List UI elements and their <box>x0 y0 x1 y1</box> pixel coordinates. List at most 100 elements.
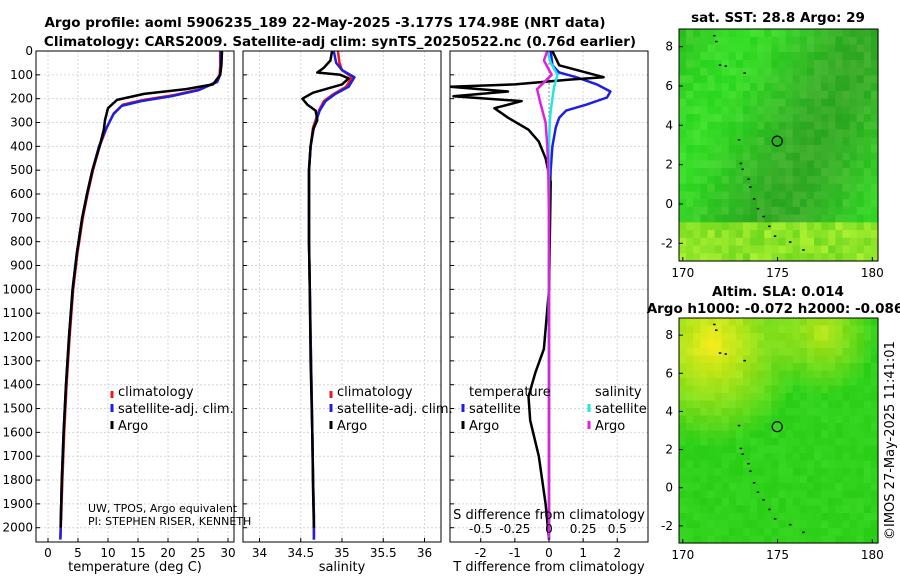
map-cell <box>863 44 872 53</box>
map-cell <box>792 393 801 402</box>
map-cell <box>785 460 794 469</box>
map-cell <box>828 90 836 100</box>
map-cell <box>707 67 716 76</box>
map-cell <box>842 535 851 544</box>
map-cell <box>821 438 829 447</box>
map-cell <box>835 59 844 69</box>
map-cell <box>821 44 829 53</box>
map-cell <box>750 378 758 387</box>
y-tick-label: 1200 <box>2 330 33 344</box>
map-cell <box>679 333 687 342</box>
map-cell <box>750 245 758 254</box>
map-cell <box>821 408 829 417</box>
map-cell <box>750 98 758 107</box>
map-cell <box>693 59 701 69</box>
map-cell <box>849 29 858 38</box>
map-cell <box>863 245 872 254</box>
map-cell <box>828 199 836 208</box>
map-cell <box>806 453 815 462</box>
map-cell <box>735 137 744 146</box>
map-cell <box>721 36 730 46</box>
map-cell <box>821 160 829 169</box>
map-cell <box>821 400 829 409</box>
map-cell <box>785 378 794 387</box>
map-cell <box>799 75 808 84</box>
map-cell <box>814 191 822 200</box>
map-cell <box>806 160 815 169</box>
map-cell <box>785 445 794 454</box>
map-cell <box>799 490 808 499</box>
map-cell <box>742 121 751 131</box>
map-cell <box>742 59 751 69</box>
map-cell <box>778 393 787 402</box>
map-cell <box>757 90 765 100</box>
map-cell <box>707 370 716 379</box>
difference-lines <box>450 51 612 540</box>
map-cell <box>814 333 822 342</box>
map-cell <box>735 423 744 432</box>
map-cell <box>764 340 772 349</box>
map-cell <box>849 400 858 409</box>
map-cell <box>814 206 822 216</box>
map-cell <box>814 106 822 115</box>
map-cell <box>821 191 829 200</box>
map-cell <box>757 408 765 417</box>
map-cell <box>856 400 865 409</box>
map-cell <box>707 318 716 327</box>
map-cell <box>728 121 737 131</box>
map-cell <box>686 535 694 544</box>
map-cell <box>863 98 872 107</box>
map-cell <box>799 400 808 409</box>
map-cell <box>842 29 851 38</box>
map-cell <box>750 415 758 424</box>
map-cell <box>757 106 765 115</box>
map-cell <box>714 121 723 131</box>
map-cell <box>835 29 844 38</box>
map-cell <box>799 513 808 522</box>
island-mark <box>788 523 792 526</box>
map-cell <box>735 83 744 92</box>
map-cell <box>814 505 822 514</box>
x-tick-label: 30 <box>220 546 235 560</box>
map-cell <box>721 423 730 432</box>
map-cell <box>792 430 801 439</box>
sla-map-field <box>679 318 879 544</box>
map-cell <box>870 129 879 138</box>
map-cell <box>742 75 751 84</box>
map-cell <box>778 29 787 38</box>
map-cell <box>856 393 865 402</box>
map-cell <box>750 199 758 208</box>
map-cell <box>707 253 716 262</box>
map-cell <box>679 423 687 432</box>
map-cell <box>714 325 723 334</box>
map-cell <box>792 206 801 216</box>
map-cell <box>686 253 694 262</box>
map-cell <box>742 199 751 208</box>
map-cell <box>814 199 822 208</box>
map-cell <box>870 385 879 394</box>
map-cell <box>721 483 730 492</box>
map-cell <box>835 385 844 394</box>
map-cell <box>679 59 687 69</box>
map-cell <box>835 253 844 262</box>
map-cell <box>828 400 836 409</box>
map-cell <box>735 340 744 349</box>
map-cell <box>835 114 844 123</box>
map-cell <box>742 145 751 154</box>
map-cell <box>870 333 879 342</box>
map-cell <box>792 83 801 92</box>
map-cell <box>792 98 801 107</box>
map-cell <box>828 191 836 200</box>
map-cell <box>771 385 780 394</box>
map-cell <box>686 145 694 154</box>
map-cell <box>835 370 844 379</box>
map-cell <box>828 453 836 462</box>
map-cell <box>806 415 815 424</box>
map-cell <box>707 528 716 537</box>
map-cell <box>714 490 723 499</box>
map-cell <box>814 137 822 146</box>
island-mark <box>724 353 727 355</box>
map-cell <box>849 430 858 439</box>
map-cell <box>799 498 808 507</box>
